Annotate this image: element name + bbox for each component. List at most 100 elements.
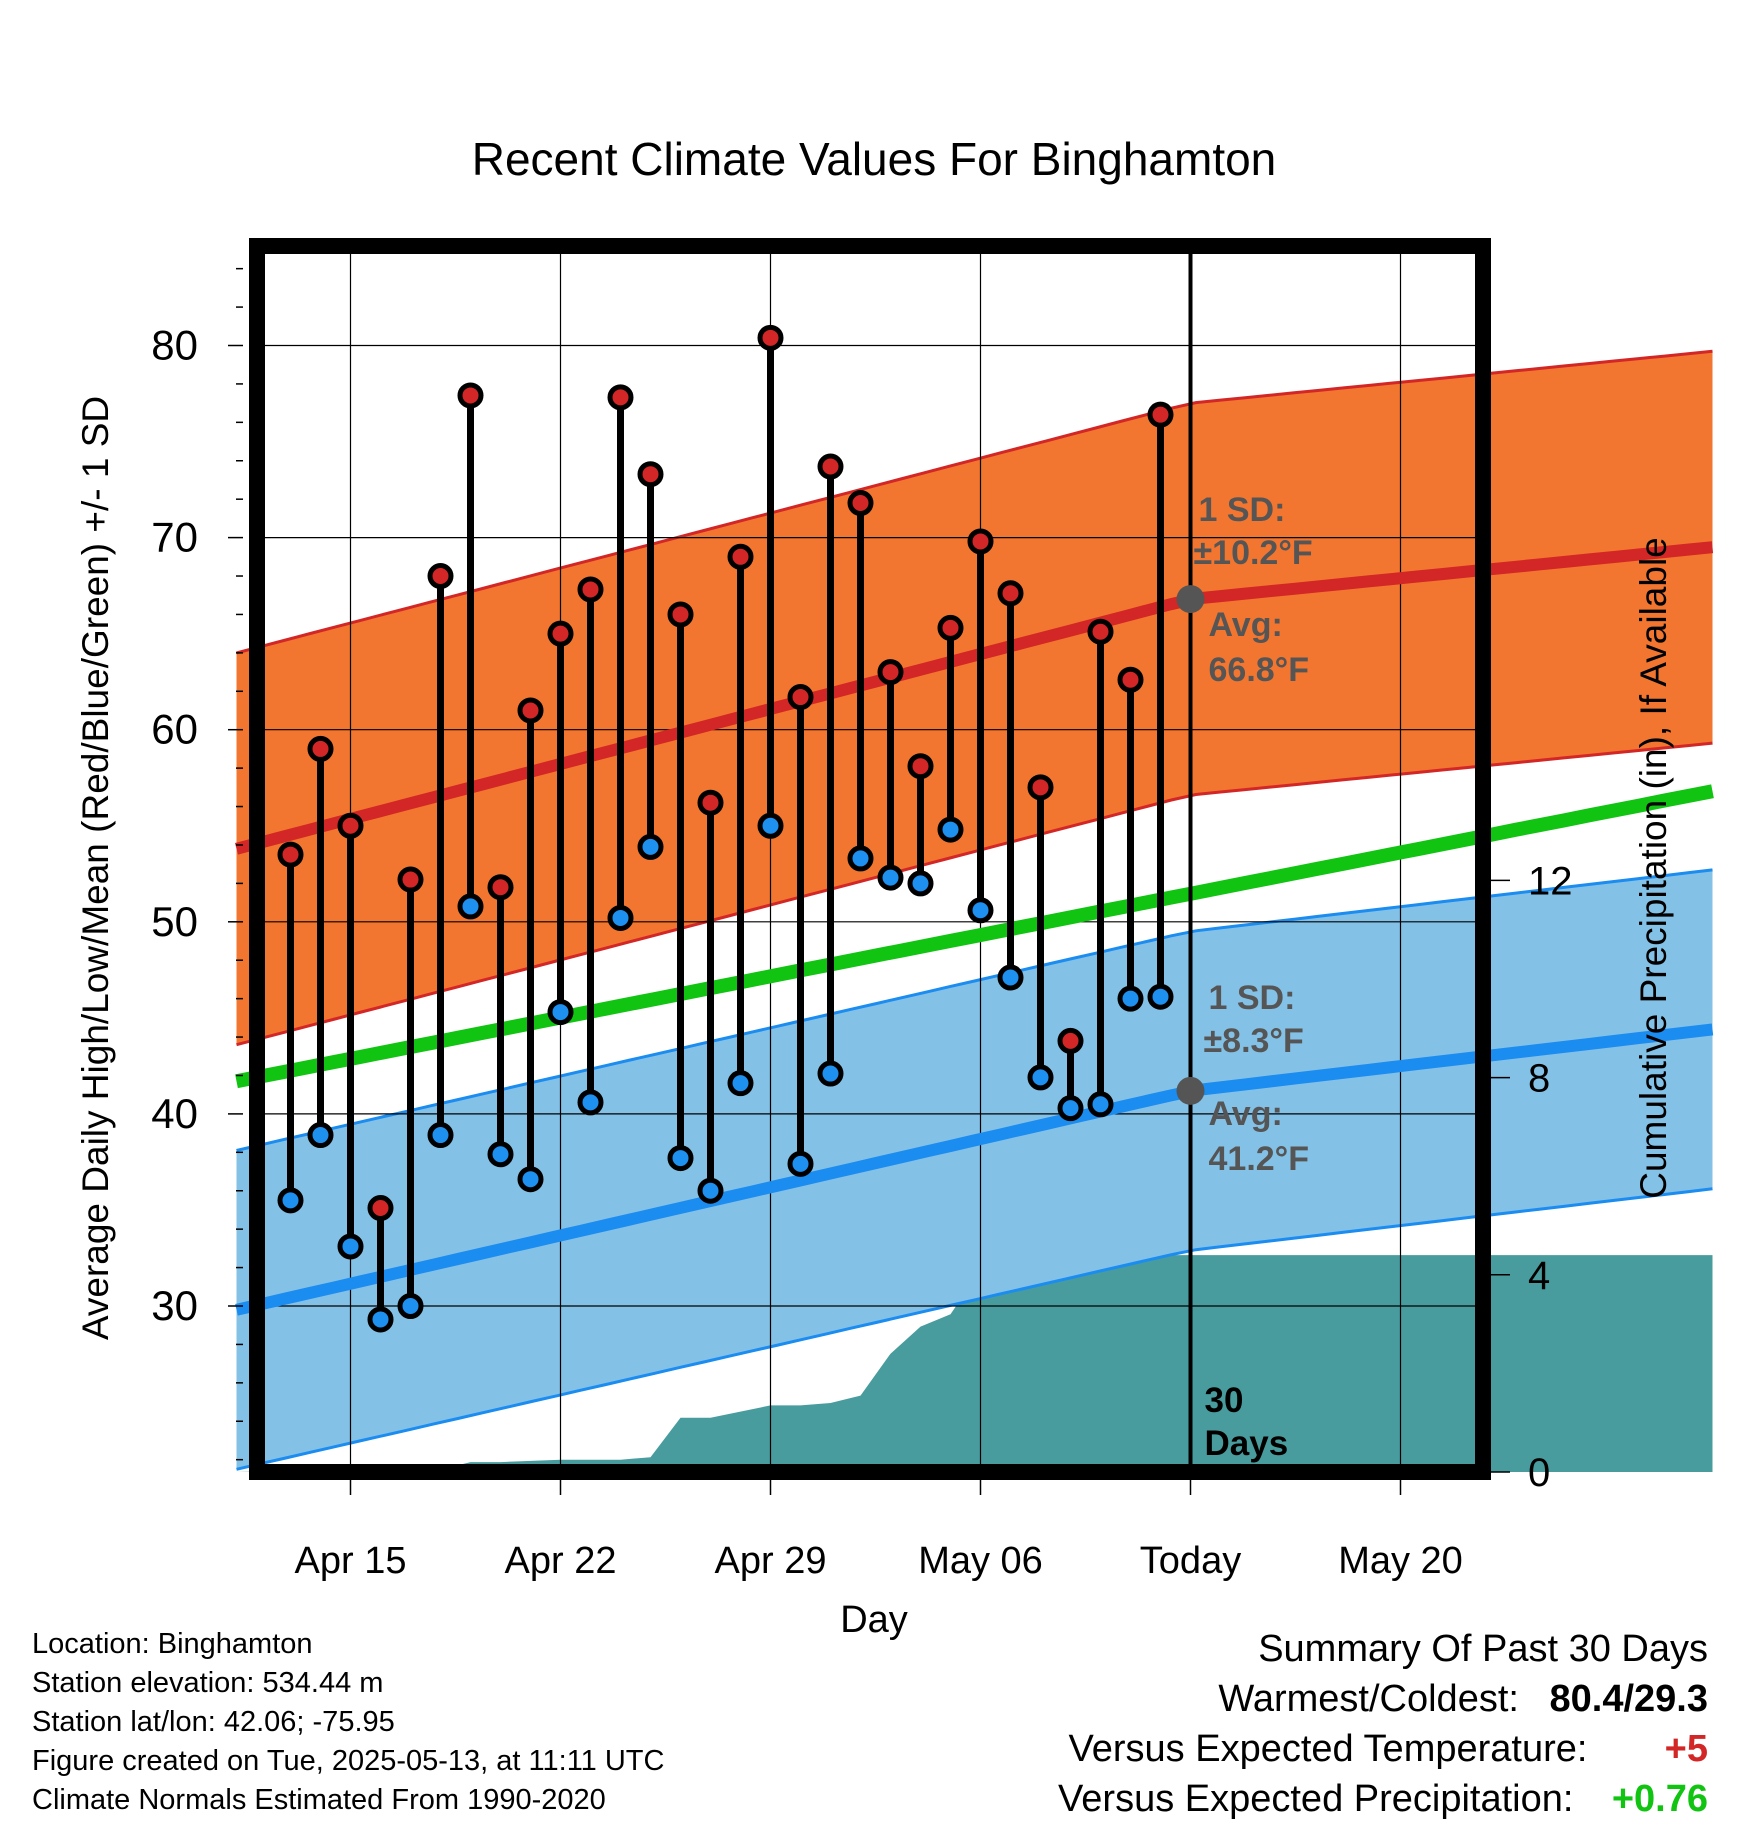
low-sd-value: ±8.3°F xyxy=(1204,1022,1304,1060)
daily-high-point xyxy=(787,684,814,711)
daily-low-point xyxy=(397,1293,424,1319)
daily-high-point xyxy=(577,576,604,603)
daily-high-point xyxy=(1057,1027,1084,1054)
low-sd-label: 1 SD: xyxy=(1209,979,1296,1017)
daily-low-point xyxy=(907,870,934,897)
daily-low-point xyxy=(1117,985,1144,1012)
location-text: Location: Binghamton xyxy=(32,1628,313,1660)
daily-low-point xyxy=(307,1122,334,1149)
daily-low-point xyxy=(337,1233,364,1260)
daily-high-point xyxy=(997,580,1024,607)
plot-frame xyxy=(249,238,1491,1480)
y-tick-label: 70 xyxy=(151,514,198,561)
days-count-label: 30 xyxy=(1205,1381,1244,1420)
daily-high-point xyxy=(337,812,364,839)
x-tick-label: Today xyxy=(1140,1540,1241,1582)
daily-high-point xyxy=(457,382,484,409)
normal-high-line xyxy=(234,541,1714,855)
y-tick-label: 30 xyxy=(151,1282,198,1329)
daily-low-point xyxy=(997,964,1024,991)
high-sd-band xyxy=(236,351,1713,1045)
elevation-text: Station elevation: 534.44 m xyxy=(32,1667,384,1699)
daily-low-point xyxy=(457,893,484,920)
normal-low-line xyxy=(235,1023,1714,1316)
daily-low-point xyxy=(427,1122,454,1149)
daily-high-point xyxy=(877,659,904,686)
daily-low-point xyxy=(607,904,634,931)
daily-low-point xyxy=(847,845,874,872)
daily-low-point xyxy=(1057,1095,1084,1122)
y2-tick-label: 12 xyxy=(1528,859,1573,903)
daily-high-point xyxy=(757,324,784,351)
y-tick-label: 40 xyxy=(151,1090,198,1137)
station-info: Location: Binghamton Station elevation: … xyxy=(32,1625,664,1820)
daily-high-point xyxy=(667,601,694,628)
high-sd-label: 1 SD: xyxy=(1199,491,1286,529)
normals-text: Climate Normals Estimated From 1990-2020 xyxy=(32,1784,606,1816)
y-tick-label: 60 xyxy=(151,706,198,753)
low-avg-value: 41.2°F xyxy=(1209,1140,1310,1178)
daily-high-point xyxy=(1147,401,1174,428)
daily-high-point xyxy=(847,490,874,517)
daily-high-point xyxy=(637,461,664,488)
low-avg-label: Avg: xyxy=(1209,1095,1283,1133)
daily-high-point xyxy=(817,453,844,480)
x-tick-label: May 20 xyxy=(1338,1540,1463,1582)
daily-low-point xyxy=(697,1177,724,1204)
summary-precip: Versus Expected Precipitation: +0.76 xyxy=(1058,1774,1708,1824)
daily-low-point xyxy=(967,897,994,924)
x-tick-label: May 06 xyxy=(918,1540,1043,1582)
daily-low-point xyxy=(487,1141,514,1168)
high-sd-lower-line xyxy=(236,741,1713,1047)
daily-high-point xyxy=(517,697,544,724)
days-word-label: Days xyxy=(1205,1424,1289,1463)
x-axis-label: Day xyxy=(840,1599,908,1641)
daily-low-point xyxy=(637,833,664,860)
low-sd-band xyxy=(236,869,1713,1470)
latlon-text: Station lat/lon: 42.06; -75.95 xyxy=(32,1706,395,1738)
daily-low-point xyxy=(877,864,904,891)
daily-high-point xyxy=(607,384,634,411)
daily-low-point xyxy=(817,1060,844,1087)
normal-low-avg-marker xyxy=(1176,1076,1205,1105)
low-sd-upper-line xyxy=(236,868,1713,1152)
summary-temp: Versus Expected Temperature: +5 xyxy=(1058,1724,1708,1774)
daily-low-point xyxy=(1027,1064,1054,1091)
daily-high-point xyxy=(727,543,754,570)
daily-high-point xyxy=(1087,618,1114,645)
daily-high-point xyxy=(907,753,934,780)
x-tick-label: Apr 15 xyxy=(295,1540,407,1582)
daily-high-point xyxy=(967,528,994,555)
warm-cold-label: Warmest/Coldest: xyxy=(1218,1678,1519,1720)
high-avg-value: 66.8°F xyxy=(1209,651,1310,689)
summary-panel: Summary Of Past 30 Days Warmest/Coldest:… xyxy=(1058,1624,1708,1824)
daily-high-point xyxy=(397,866,424,893)
warm-cold-value: 80.4/29.3 xyxy=(1549,1678,1708,1720)
y2-tick-label: 4 xyxy=(1528,1254,1550,1298)
daily-high-point xyxy=(277,841,304,868)
daily-low-point xyxy=(1087,1091,1114,1118)
daily-high-point xyxy=(487,874,514,901)
daily-low-point xyxy=(727,1070,754,1097)
daily-low-point xyxy=(367,1306,394,1333)
y-axis-label: Average Daily High/Low/Mean (Red/Blue/Gr… xyxy=(75,396,116,1340)
daily-high-point xyxy=(307,735,334,762)
summary-heading: Summary Of Past 30 Days xyxy=(1258,1628,1708,1670)
daily-low-point xyxy=(757,812,784,839)
y2-axis-label: Cumulative Precipitation (in), If Availa… xyxy=(1633,537,1674,1199)
daily-low-point xyxy=(937,816,964,843)
low-sd-lower-line xyxy=(236,1187,1713,1471)
x-tick-label: Apr 22 xyxy=(505,1540,617,1582)
daily-high-point xyxy=(697,789,724,816)
daily-low-point xyxy=(787,1150,814,1177)
daily-low-point xyxy=(517,1166,544,1193)
daily-low-point xyxy=(277,1187,304,1214)
daily-high-point xyxy=(1027,774,1054,801)
y2-tick-label: 8 xyxy=(1528,1057,1550,1101)
daily-high-point xyxy=(367,1195,394,1222)
normal-high-avg-marker xyxy=(1176,585,1205,614)
y-tick-label: 50 xyxy=(151,898,198,945)
daily-low-point xyxy=(577,1089,604,1116)
y-tick-label: 80 xyxy=(151,322,198,369)
precip-label: Versus Expected Precipitation: xyxy=(1058,1778,1574,1820)
